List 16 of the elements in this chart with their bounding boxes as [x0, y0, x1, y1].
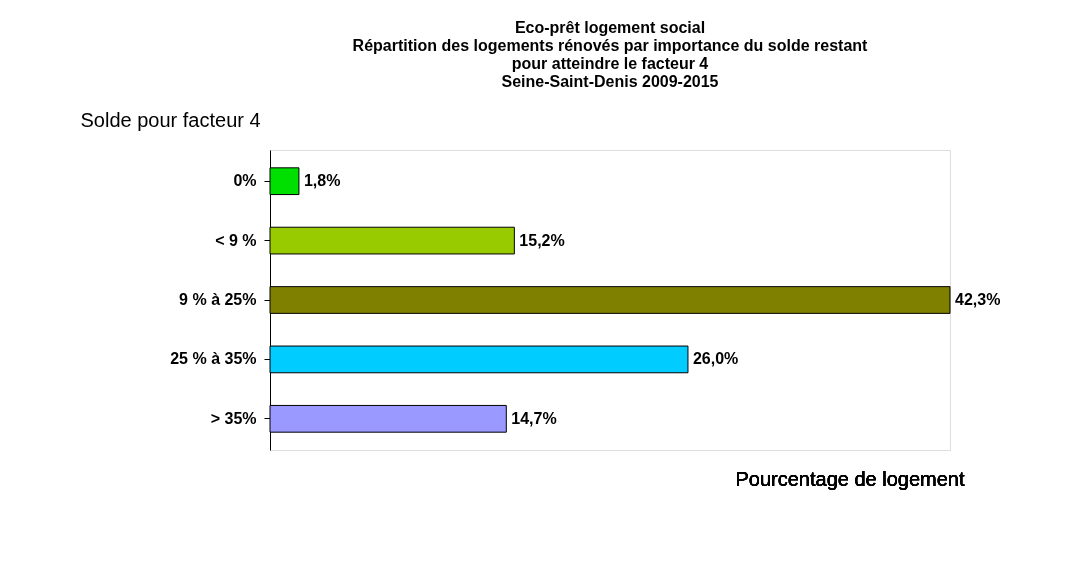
text: pour atteindre le facteur 4: [511, 55, 709, 72]
y-tick-label: < 9 %: [215, 231, 257, 249]
text: Seine-Saint-Denis 2009-2015: [501, 73, 719, 90]
data-label: 1,8%: [303, 172, 341, 190]
y-tick-label: 25 % à 35%: [170, 350, 257, 368]
data-label: 26,0%: [692, 350, 739, 368]
x-axis-title: Pourcentage de logement: [735, 468, 965, 490]
text: Répartition des logements rénovés par importance du solde restant: [352, 37, 868, 54]
y-tick-label: 0%: [233, 172, 257, 190]
y-tick-label: > 35%: [210, 409, 257, 427]
y-tick-label: 9 % à 25%: [179, 291, 257, 308]
data-label: 14,7%: [511, 409, 557, 427]
data-label: 15,2%: [519, 231, 565, 249]
y-axis-title: Solde pour facteur 4: [80, 108, 261, 131]
text: Eco-prêt logement social: [514, 19, 706, 36]
data-label: 42,3%: [955, 291, 1001, 308]
